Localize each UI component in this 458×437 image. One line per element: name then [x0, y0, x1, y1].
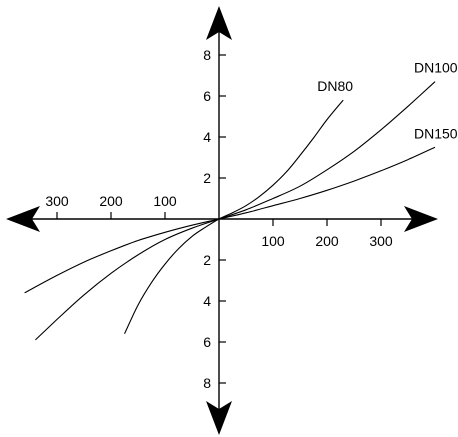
y-tick-label: 6 — [203, 334, 211, 350]
x-tick-label: 100 — [261, 233, 285, 249]
x-tick-label: 300 — [369, 233, 393, 249]
series-label-dn80: DN80 — [317, 78, 353, 94]
series-label-dn100: DN100 — [414, 60, 458, 76]
y-tick-label: 4 — [203, 129, 211, 145]
y-tick-label: 2 — [203, 170, 211, 186]
series-label-dn150: DN150 — [414, 125, 458, 141]
series-line-dn80 — [125, 100, 344, 334]
curves — [25, 82, 435, 340]
series-line-dn150 — [25, 147, 435, 292]
axes — [6, 6, 438, 435]
x-tick-label: 200 — [315, 233, 339, 249]
y-tick-label: 2 — [203, 252, 211, 268]
y-tick-label: 8 — [203, 375, 211, 391]
y-tick-label: 6 — [203, 88, 211, 104]
y-tick-label: 8 — [203, 47, 211, 63]
x-tick-label: 200 — [99, 193, 123, 209]
series-line-dn100 — [35, 82, 435, 340]
y-tick-label: 4 — [203, 293, 211, 309]
x-tick-label: 300 — [45, 193, 69, 209]
x-tick-label: 100 — [153, 193, 177, 209]
